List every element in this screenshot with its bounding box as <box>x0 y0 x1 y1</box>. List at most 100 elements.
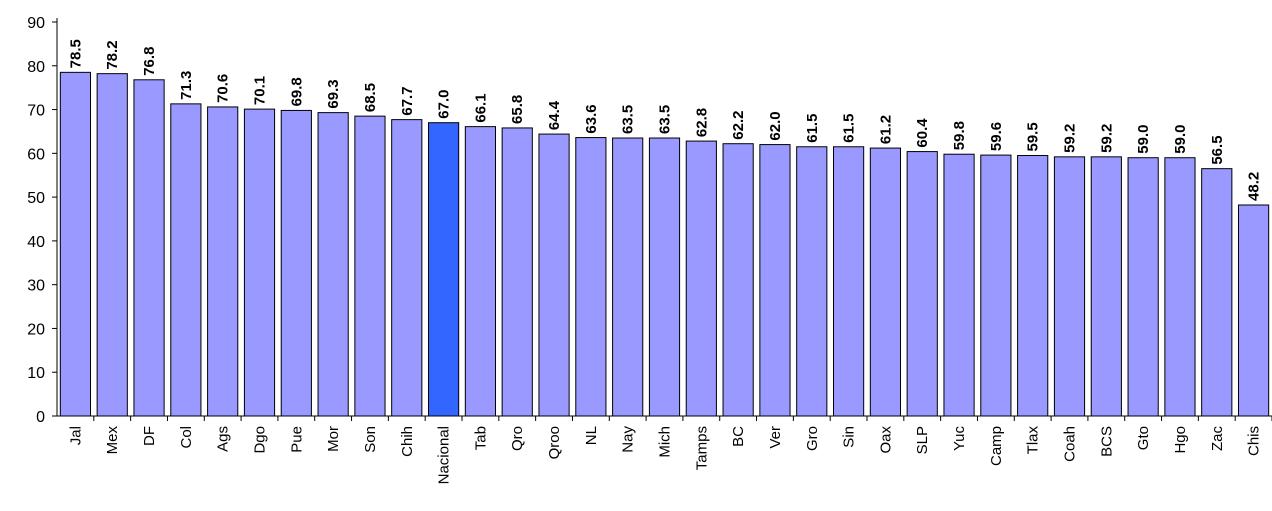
y-tick-label: 80 <box>27 59 45 76</box>
data-label: 76.8 <box>141 47 158 76</box>
y-tick-label: 40 <box>27 234 45 251</box>
x-tick-label: Dgo <box>252 426 269 454</box>
data-label: 59.6 <box>988 122 1005 151</box>
data-label: 65.8 <box>509 95 526 124</box>
bar-oax <box>869 147 902 417</box>
bar-hgo <box>1164 157 1196 417</box>
bar-tab <box>464 126 497 417</box>
bar-bc <box>722 143 754 417</box>
bar-pue <box>280 109 312 417</box>
x-tick-label: SLP <box>914 426 931 454</box>
data-label: 56.5 <box>1209 135 1226 164</box>
x-tick-label: Zac <box>1209 426 1226 452</box>
data-label: 61.2 <box>877 115 894 144</box>
bar-nl <box>575 137 607 417</box>
x-tick-label: Yuc <box>951 426 968 452</box>
bar-nacional <box>427 122 460 417</box>
bar-mich <box>648 137 681 417</box>
bar-ags <box>207 106 239 417</box>
data-label: 64.4 <box>546 100 563 130</box>
x-tick-label: Ver <box>767 426 784 449</box>
data-label: 71.3 <box>178 71 195 100</box>
data-label: 59.2 <box>1098 124 1115 153</box>
bar-son <box>354 115 386 417</box>
x-tick-label: Hgo <box>1172 426 1189 454</box>
x-tick-label: Oax <box>877 426 894 454</box>
data-label: 59.0 <box>1135 125 1152 154</box>
bar-nay <box>612 137 644 417</box>
data-label: 59.8 <box>951 121 968 150</box>
x-tick-label: Gto <box>1135 426 1152 450</box>
x-tick-label: Ags <box>215 426 232 452</box>
data-label: 62.8 <box>693 108 710 137</box>
x-tick-label: Jal <box>67 426 84 445</box>
data-label: 59.5 <box>1025 122 1042 151</box>
bar-qroo <box>538 133 570 417</box>
x-tick-label: Mex <box>104 426 121 455</box>
x-tick-label: Nacional <box>436 426 453 484</box>
bar-zac <box>1201 168 1233 417</box>
data-label: 67.0 <box>436 89 453 118</box>
data-label: 70.6 <box>215 74 232 103</box>
data-label: 67.7 <box>399 86 416 115</box>
data-label: 59.0 <box>1172 125 1189 154</box>
bar-tlax <box>1017 155 1049 417</box>
data-label: 69.3 <box>325 79 342 108</box>
bar-gro <box>796 146 828 417</box>
data-label: 59.2 <box>1062 124 1079 153</box>
bar-mor <box>317 112 349 417</box>
bar-sin <box>832 146 865 417</box>
bar-bcs <box>1090 156 1122 417</box>
y-tick-label: 70 <box>27 103 45 120</box>
data-label: 63.5 <box>657 105 674 134</box>
bar-ver <box>759 144 791 417</box>
x-tick-label: Col <box>178 426 195 449</box>
x-tick-label: Chis <box>1246 426 1263 456</box>
data-label: 61.5 <box>841 114 858 143</box>
x-tick-label: Pue <box>288 426 305 453</box>
data-label: 63.6 <box>583 104 600 133</box>
x-tick-label: Tab <box>472 426 489 450</box>
bar-yuc <box>943 153 975 417</box>
data-label: 78.2 <box>104 40 121 69</box>
bar-mex <box>96 73 128 417</box>
x-tick-label: Tamps <box>693 426 710 470</box>
data-label: 78.5 <box>67 39 84 68</box>
data-label: 62.2 <box>730 110 747 139</box>
y-axis: 0 10 20 30 40 50 60 70 80 90 <box>27 15 58 426</box>
bar-df <box>133 79 165 417</box>
y-tick-label: 60 <box>27 146 45 163</box>
x-tick-label: Nay <box>620 426 637 453</box>
y-tick-label: 10 <box>27 365 45 382</box>
bar-camp <box>980 154 1012 417</box>
y-tick-label: 0 <box>36 409 45 426</box>
data-label: 48.2 <box>1246 172 1263 201</box>
x-tick-label: BC <box>730 426 747 447</box>
x-tick-label: Camp <box>988 426 1005 466</box>
bar-dgo <box>243 108 276 417</box>
data-label: 70.1 <box>252 76 269 105</box>
data-label: 60.4 <box>914 118 931 148</box>
bars: 78.5 78.2 76.8 71.3 70.6 70.1 69.8 69.3 68.5 67.7… <box>59 39 1270 417</box>
y-tick-label: 30 <box>27 278 45 295</box>
x-tick-label: Son <box>362 426 379 453</box>
y-tick-label: 20 <box>27 321 45 338</box>
bar-jal <box>59 71 92 417</box>
y-tick-label: 50 <box>27 190 45 207</box>
x-tick-label: Qro <box>509 426 526 451</box>
x-tick-label: Coah <box>1062 426 1079 462</box>
data-label: 68.5 <box>362 83 379 112</box>
x-tick-label: DF <box>141 426 158 446</box>
x-tick-label: Sin <box>841 426 858 448</box>
data-label: 66.1 <box>472 93 489 122</box>
bar-qro <box>501 127 533 417</box>
x-tick-label: Mor <box>325 426 342 452</box>
bar-chis <box>1237 204 1270 417</box>
bar-slp <box>906 151 938 417</box>
x-tick-label: BCS <box>1098 426 1115 457</box>
x-axis: Jal Mex DF Col Ags Dgo Pue Mor Son Chih Nacional Ta… <box>57 415 1272 484</box>
data-label: 61.5 <box>804 114 821 143</box>
data-label: 62.0 <box>767 111 784 140</box>
x-tick-label: Mich <box>657 426 674 458</box>
